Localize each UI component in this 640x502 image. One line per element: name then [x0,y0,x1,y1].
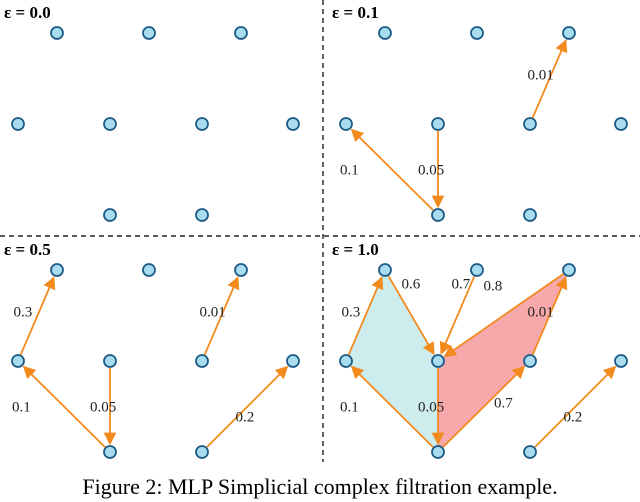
edge-weight-label: 0.3 [342,305,361,321]
node-tm [142,263,156,277]
edge-weight-label: 0.01 [200,305,226,321]
edge-bl-mf [534,365,617,448]
edge-tl-mm [387,275,435,356]
node-tl [378,26,392,40]
edge-weight-label: 0.1 [340,400,359,416]
node-bl [523,208,537,222]
node-tr [234,26,248,40]
node-mm [431,117,445,131]
figure-caption: Figure 2: MLP Simplicial complex filtrat… [82,474,558,499]
simplex-0 [346,270,438,452]
panel-epsilon-label: ε = 1.0 [332,240,379,259]
edge-weight-label: 0.3 [14,305,33,321]
panel-epsilon-label: ε = 0.5 [4,240,51,259]
panel-p01: 0.1 0.05 0.01 ε = 0.1 [332,3,628,222]
panel-epsilon-label: ε = 0.0 [4,3,51,22]
node-bl [523,445,537,459]
node-mr [195,354,209,368]
edge-mr-tr [531,276,568,355]
node-tl [50,26,64,40]
node-mr [523,117,537,131]
edge-tr-mm [443,273,564,358]
edge-weight-label: 0.7 [452,277,471,293]
edge-tm-mm [439,276,476,355]
edge-weight-label: 0.05 [418,400,444,416]
node-tr [234,263,248,277]
filtration-figure: ε = 0.00.1 0.050.01ε = 0.10.30.1 0.050.010… [0,0,640,462]
edge-bl-mf [206,365,289,448]
node-mr [195,117,209,131]
node-ml [339,354,353,368]
node-tl [50,263,64,277]
edge-weight-label: 0.2 [236,410,255,426]
node-mm [103,117,117,131]
node-bm [431,208,445,222]
node-mr [523,354,537,368]
edge-bm-ml [350,365,434,448]
node-bm [195,208,209,222]
node-tl [378,263,392,277]
edge-bm-mr [442,365,526,448]
panel-p05: 0.3 0.1 0.05 0.01 0.2 ε = 0.5 [4,240,300,459]
node-tm [142,26,156,40]
node-tr [562,263,576,277]
edge-bm-ml [350,128,434,211]
edge-mr-tr [203,276,240,355]
node-bm [103,445,117,459]
node-ml [11,354,25,368]
edge-weight-label: 0.8 [484,279,503,295]
edge-weight-label: 0.05 [418,163,444,179]
edge-weight-label: 0.1 [12,400,31,416]
edge-bm-ml [22,365,106,448]
node-tm [470,263,484,277]
node-mf [286,117,300,131]
node-mm [103,354,117,368]
edge-weight-label: 0.2 [564,410,583,426]
node-mf [614,117,628,131]
node-bm [431,445,445,459]
panel-epsilon-label: ε = 0.1 [332,3,379,22]
edge-weight-label: 0.05 [90,400,116,416]
edge-weight-label: 0.01 [528,305,554,321]
edge-ml-tl [19,276,56,355]
node-bl [103,208,117,222]
node-mf [614,354,628,368]
node-mf [286,354,300,368]
edge-weight-label: 0.01 [528,68,554,84]
panel-p00: ε = 0.0 [4,3,300,222]
edge-weight-label: 0.6 [402,277,421,293]
node-tr [562,26,576,40]
node-ml [339,117,353,131]
panel-p10: 0.3 0.6 0.7 0.8 0.01 0.7 0.1 0.05 0.2 ε = 1.0 [332,240,628,459]
node-mm [431,354,445,368]
edge-ml-tl [347,276,384,355]
simplex-1 [438,270,569,452]
edge-weight-label: 0.1 [340,163,359,179]
edge-mr-tr [531,39,568,118]
edge-weight-label: 0.7 [494,396,513,412]
node-ml [11,117,25,131]
node-bl [195,445,209,459]
node-tm [470,26,484,40]
